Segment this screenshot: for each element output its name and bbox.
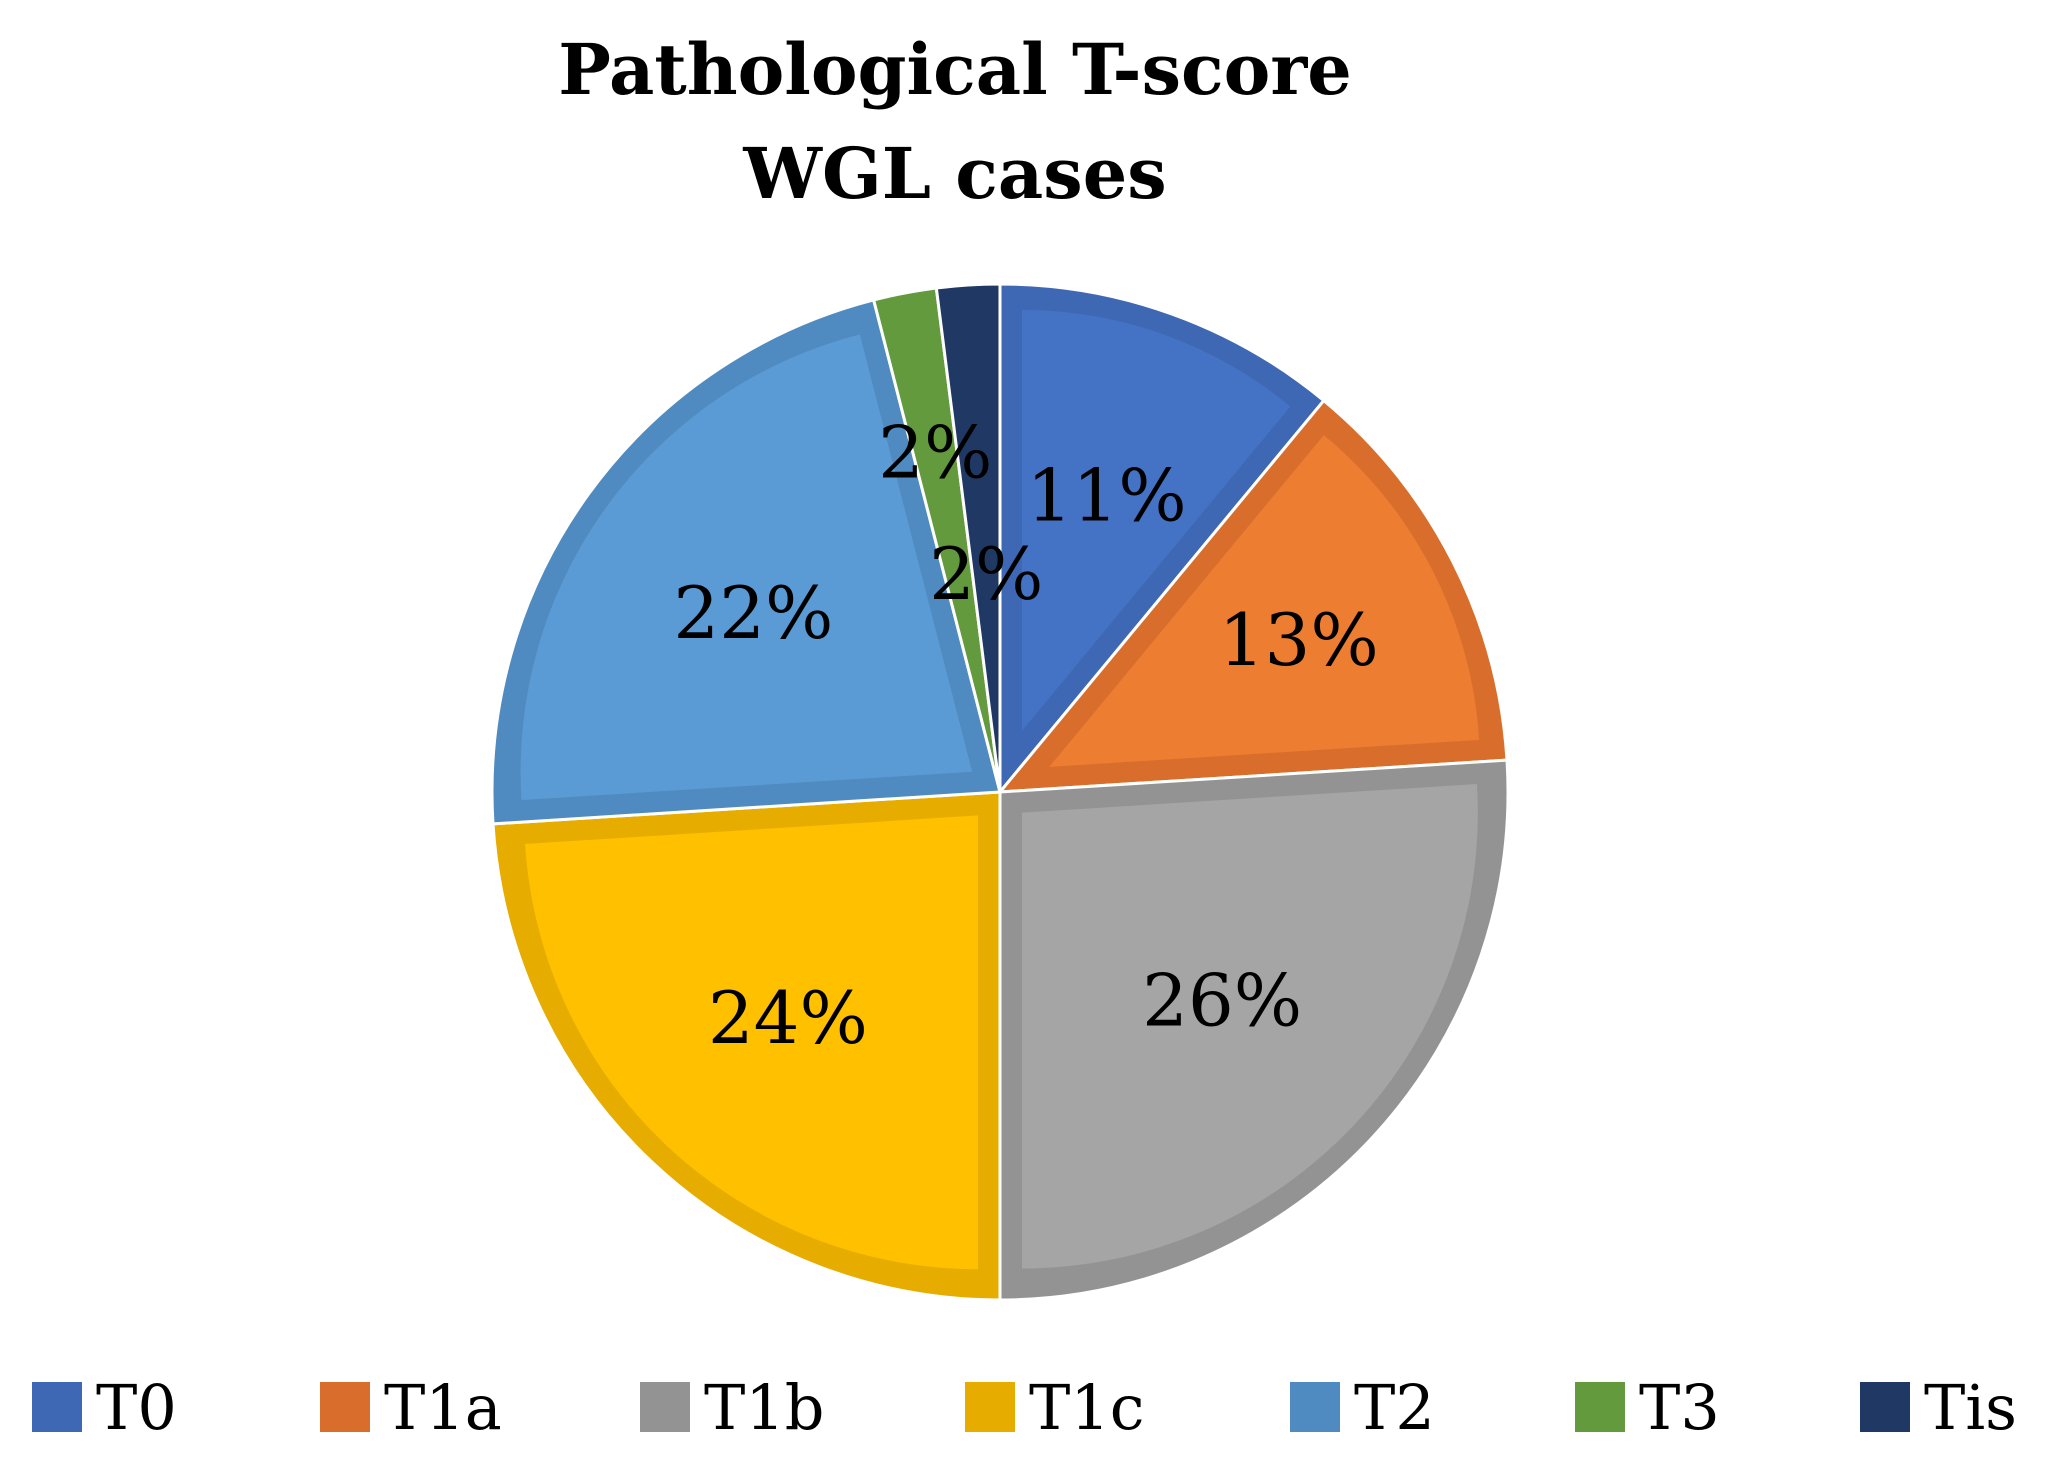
pie-slice-fill-t1b — [1022, 784, 1478, 1269]
legend-swatch-tis — [1860, 1382, 1910, 1432]
legend-label-t0: T0 — [96, 1370, 177, 1444]
chart-title: Pathological T-score WGL cases — [0, 18, 1910, 226]
legend-item-tis: Tis — [1860, 1362, 2017, 1452]
chart-legend: T0 T1a T1b T1c T2 T3 Tis — [20, 1362, 2040, 1452]
chart-title-line-1: Pathological T-score — [558, 28, 1352, 111]
data-label-t3: 2% — [878, 411, 992, 495]
legend-item-t2: T2 — [1290, 1362, 1435, 1452]
legend-item-t1a: T1a — [320, 1362, 502, 1452]
legend-swatch-t2 — [1290, 1382, 1340, 1432]
legend-item-t0: T0 — [32, 1362, 177, 1452]
pie-slice-tis — [934, 282, 1002, 794]
pie-slice-border-tis — [934, 282, 1002, 794]
legend-swatch-t0 — [32, 1382, 82, 1432]
data-label-t2: 22% — [673, 571, 833, 655]
pie-slice-t2 — [490, 298, 1002, 826]
legend-label-tis: Tis — [1924, 1370, 2017, 1444]
pie-slice-t1a — [998, 399, 1509, 794]
pie-slice-fill-t1a — [1049, 435, 1480, 767]
data-label-t1b: 26% — [1142, 959, 1302, 1043]
legend-label-t1c: T1c — [1029, 1370, 1145, 1444]
legend-item-t1b: T1b — [640, 1362, 825, 1452]
data-label-tis: 2% — [929, 532, 1043, 616]
pie-chart: 11% 13% 26% 24% 22% 2% 2% — [490, 282, 1510, 1302]
legend-label-t1a: T1a — [384, 1370, 502, 1444]
legend-label-t3: T3 — [1639, 1370, 1720, 1444]
legend-item-t1c: T1c — [965, 1362, 1145, 1452]
legend-item-t3: T3 — [1575, 1362, 1720, 1452]
pie-slice-fill-t0 — [1022, 309, 1291, 731]
legend-label-t2: T2 — [1354, 1370, 1435, 1444]
legend-swatch-t1b — [640, 1382, 690, 1432]
pie-slice-t1b — [998, 758, 1510, 1302]
data-label-t0: 11% — [1027, 454, 1187, 538]
legend-label-t1b: T1b — [704, 1370, 825, 1444]
pie-slice-t0 — [998, 282, 1326, 794]
chart-title-line-2: WGL cases — [743, 132, 1167, 215]
pie-slice-t1c — [491, 790, 1002, 1302]
pie-slice-fill-t1c — [525, 815, 978, 1270]
legend-swatch-t1c — [965, 1382, 1015, 1432]
data-label-t1a: 13% — [1219, 598, 1379, 682]
legend-swatch-t1a — [320, 1382, 370, 1432]
legend-swatch-t3 — [1575, 1382, 1625, 1432]
pie-slice-fill-t2 — [520, 334, 973, 801]
data-label-t1c: 24% — [708, 976, 868, 1060]
